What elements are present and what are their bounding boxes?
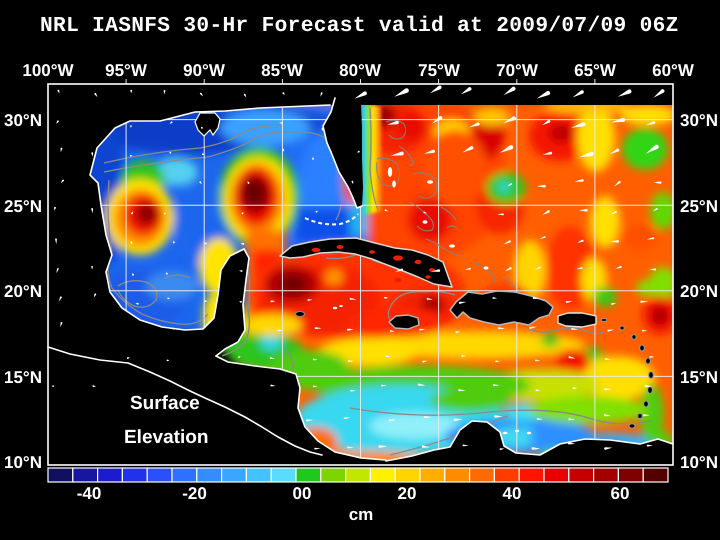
svg-text:95°W: 95°W [105, 61, 148, 80]
svg-text:80°W: 80°W [339, 61, 382, 80]
svg-text:15°N: 15°N [4, 368, 42, 387]
svg-text:65°W: 65°W [574, 61, 617, 80]
svg-text:-20: -20 [182, 484, 207, 503]
svg-text:85°W: 85°W [261, 61, 304, 80]
svg-text:-40: -40 [77, 484, 102, 503]
svg-text:60°W: 60°W [652, 61, 695, 80]
svg-text:10°N: 10°N [4, 453, 42, 472]
svg-text:20°N: 20°N [680, 282, 718, 301]
svg-text:cm: cm [349, 505, 374, 524]
svg-text:15°N: 15°N [680, 368, 718, 387]
svg-text:70°W: 70°W [496, 61, 539, 80]
svg-text:10°N: 10°N [680, 453, 718, 472]
svg-text:Surface: Surface [130, 393, 200, 414]
svg-text:40: 40 [503, 484, 522, 503]
svg-text:Elevation: Elevation [124, 427, 208, 448]
svg-text:25°N: 25°N [680, 197, 718, 216]
svg-text:00: 00 [293, 484, 312, 503]
svg-text:30°N: 30°N [680, 111, 718, 130]
svg-text:NRL IASNFS 30-Hr Forecast val: NRL IASNFS 30-Hr Forecast valid at 2009/… [40, 14, 679, 38]
svg-text:30°N: 30°N [4, 111, 42, 130]
svg-text:25°N: 25°N [4, 197, 42, 216]
svg-text:60: 60 [611, 484, 630, 503]
svg-text:90°W: 90°W [183, 61, 226, 80]
svg-text:75°W: 75°W [418, 61, 461, 80]
svg-text:20°N: 20°N [4, 282, 42, 301]
svg-text:100°W: 100°W [22, 61, 74, 80]
svg-text:20: 20 [398, 484, 417, 503]
